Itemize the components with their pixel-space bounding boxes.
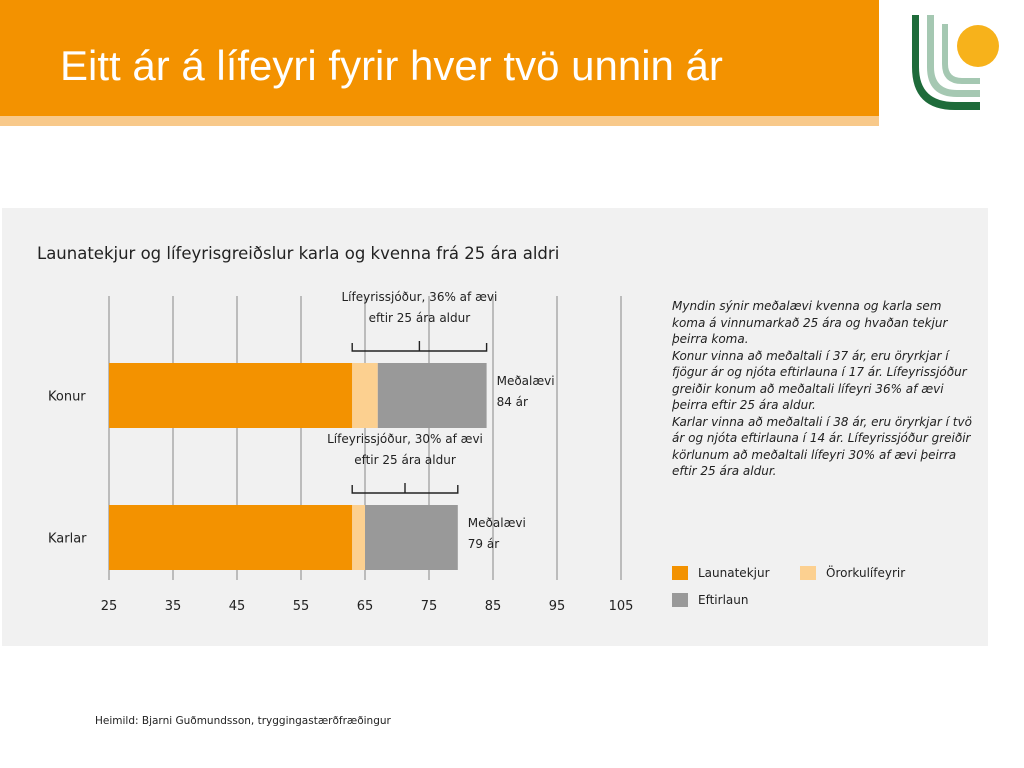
x-tick-label: 85 <box>485 599 502 614</box>
title-banner <box>0 0 879 116</box>
description-paragraph: Karlar vinna að meðaltali í 38 ár, eru ö… <box>672 414 972 479</box>
life-expectancy-label: 79 ár <box>468 537 499 551</box>
legend-swatch <box>672 566 688 580</box>
x-tick-label: 35 <box>165 599 182 614</box>
life-expectancy-label: Meðalævi <box>497 374 555 388</box>
bar-segment <box>109 505 353 570</box>
category-label: Konur <box>48 390 86 405</box>
x-tick-label: 95 <box>549 599 566 614</box>
x-tick-label: 55 <box>293 599 310 614</box>
bracket-label: Lífeyrissjóður, 30% af ævi <box>327 432 483 446</box>
legend-item-ororkulifeyrir: Örorkulífeyrir <box>800 565 960 581</box>
chart: 25 35 45 55 65 75 85 95 105 Konur Lífeyrissjóður, … <box>48 290 634 614</box>
bracket-label: eftir 25 ára aldur <box>369 311 471 325</box>
x-tick-label: 105 <box>609 599 634 614</box>
legend-label: Eftirlaun <box>698 593 749 607</box>
life-expectancy-label: Meðalævi <box>468 516 526 530</box>
bar-segment <box>377 363 487 428</box>
legend-label: Launatekjur <box>698 566 770 580</box>
source-note: Heimild: Bjarni Guðmundsson, tryggingast… <box>95 715 391 727</box>
slide-title: Eitt ár á lífeyri fyrir hver tvö unnin á… <box>60 42 723 89</box>
bar-segment <box>352 363 378 428</box>
legend-swatch <box>800 566 816 580</box>
title-banner-accent <box>0 116 879 126</box>
logo-icon <box>912 15 999 110</box>
description-paragraph: Konur vinna að meðaltali í 37 ár, eru ör… <box>672 348 967 413</box>
x-tick-label: 25 <box>101 599 118 614</box>
category-label: Karlar <box>48 532 87 547</box>
legend-item-eftirlaun: Eftirlaun <box>672 592 792 608</box>
x-tick-label: 45 <box>229 599 246 614</box>
chart-title: Launatekjur og lífeyrisgreiðslur karla o… <box>37 244 560 263</box>
legend-swatch <box>672 593 688 607</box>
description-paragraph: Myndin sýnir meðalævi kvenna og karla se… <box>672 299 948 346</box>
bar-segment <box>365 505 458 570</box>
life-expectancy-label: 84 ár <box>497 395 528 409</box>
chart-description: Myndin sýnir meðalævi kvenna og karla se… <box>672 298 972 480</box>
chart-panel: 25 35 45 55 65 75 85 95 105 Konur Lífeyrissjóður, … <box>2 208 988 646</box>
bracket-label: Lífeyrissjóður, 36% af ævi <box>342 290 498 304</box>
legend-label: Örorkulífeyrir <box>826 566 906 580</box>
x-tick-label: 65 <box>357 599 374 614</box>
bracket-label: eftir 25 ára aldur <box>354 453 456 467</box>
legend-item-launatekjur: Launatekjur <box>672 565 792 581</box>
bar-segment <box>352 505 365 570</box>
bar-segment <box>109 363 353 428</box>
x-tick-label: 75 <box>421 599 438 614</box>
